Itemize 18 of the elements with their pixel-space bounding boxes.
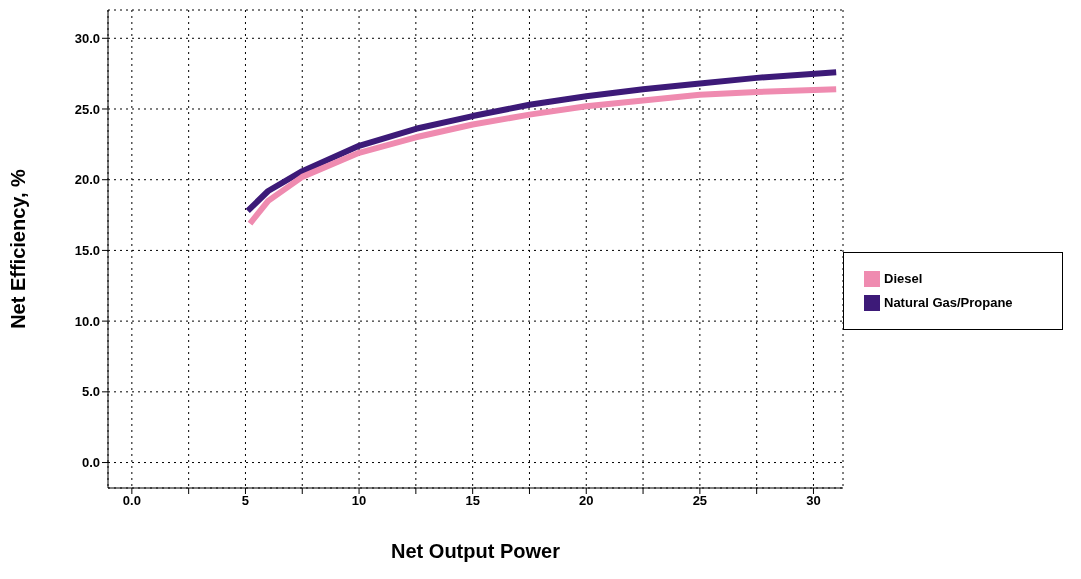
x-tick-label: 0.0 — [122, 493, 141, 509]
x-tick-label: 20 — [579, 493, 594, 509]
x-tick-label: 15 — [465, 493, 480, 509]
x-tick-label: 10 — [351, 493, 367, 509]
y-tick-label: 25.0 — [74, 101, 100, 117]
y-tick-label: 20.0 — [74, 172, 100, 188]
legend-label: Diesel — [884, 270, 923, 286]
legend-label: Natural Gas/Propane — [884, 294, 1013, 310]
y-tick-label: 5.0 — [81, 384, 100, 400]
y-axis-title: Net Efficiency, % — [7, 168, 30, 329]
x-tick-label: 5 — [241, 493, 250, 509]
y-tick-label: 10.0 — [74, 313, 100, 329]
x-tick-label: 25 — [692, 493, 708, 509]
y-tick-label: 15.0 — [74, 243, 100, 259]
y-tick-label: 0.0 — [81, 455, 100, 471]
x-tick-label: 30 — [806, 493, 821, 509]
y-tick-label: 30.0 — [74, 30, 100, 46]
x-axis-title: Net Output Power — [391, 540, 561, 562]
